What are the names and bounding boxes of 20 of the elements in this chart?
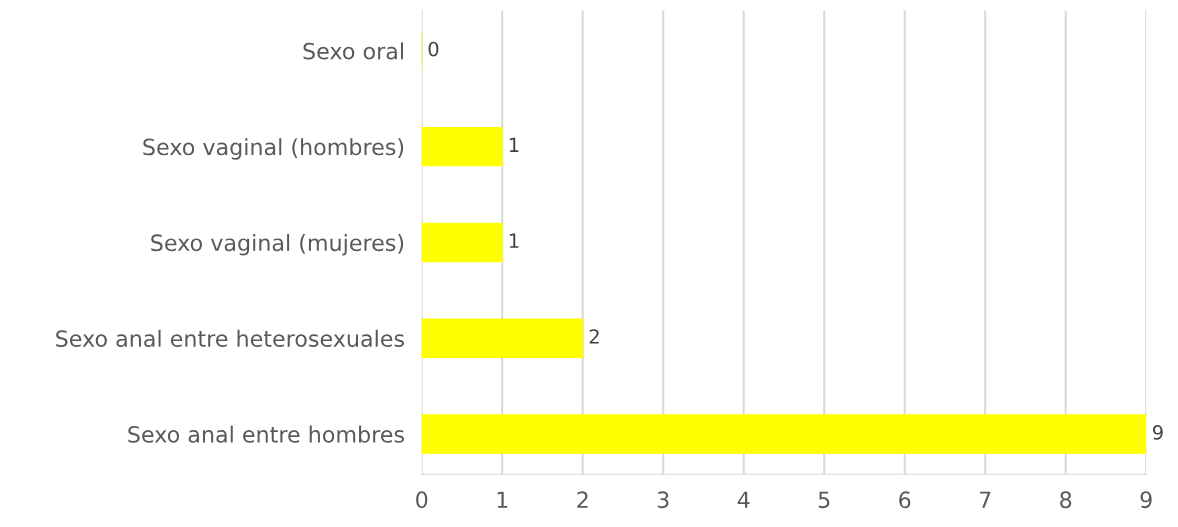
y-tick-label: Sexo vaginal (hombres) <box>143 138 404 160</box>
x-tick-label: 8 <box>1060 491 1072 509</box>
y-tick-label: Sexo vaginal (mujeres) <box>151 233 404 256</box>
y-tick-label: Sexo anal entre heterosexuales <box>56 329 404 347</box>
data-label: 2 <box>589 329 599 344</box>
data-label: 0 <box>428 41 439 57</box>
x-tick-label: 3 <box>657 491 669 509</box>
data-label: 1 <box>509 233 519 248</box>
data-label: 1 <box>509 137 519 152</box>
y-tick-label: Sexo oral <box>303 42 403 60</box>
x-tick-label: 9 <box>1140 491 1152 509</box>
x-tick-label: 7 <box>979 491 991 508</box>
x-tick-label: 5 <box>818 491 830 509</box>
x-tick-label: 1 <box>497 491 508 508</box>
x-tick-label: 2 <box>577 491 588 508</box>
x-tick-label: 6 <box>899 491 911 509</box>
x-tick-label: 0 <box>416 491 428 509</box>
data-label: 9 <box>1152 424 1163 440</box>
x-tick-label: 4 <box>737 491 750 508</box>
y-tick-label: Sexo anal entre hombres <box>128 425 404 443</box>
